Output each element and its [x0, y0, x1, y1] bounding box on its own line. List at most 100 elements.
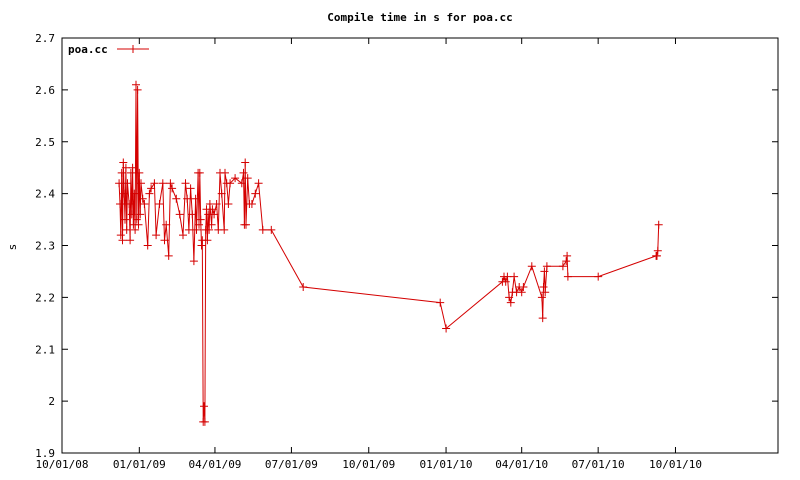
data-point: [538, 314, 547, 323]
y-tick-label: 2.1: [35, 343, 55, 356]
data-point: [164, 251, 173, 260]
data-point: [197, 241, 206, 250]
data-point: [119, 158, 128, 167]
y-tick-label: 2.7: [35, 32, 55, 45]
data-point: [594, 272, 603, 281]
data-point: [299, 283, 308, 291]
data-point: [184, 225, 193, 234]
data-point: [116, 200, 124, 208]
data-point: [175, 210, 184, 219]
data-point: [200, 402, 208, 411]
data-point: [247, 200, 256, 208]
legend-entry-poa: poa.cc: [68, 43, 108, 56]
data-point: [205, 225, 214, 234]
data-point: [205, 200, 214, 208]
data-point: [562, 257, 571, 266]
data-point: [120, 189, 129, 198]
data-point: [436, 298, 445, 307]
data-point: [200, 417, 209, 426]
data-point: [117, 168, 126, 177]
data-point: [152, 231, 161, 240]
data-point: [653, 251, 661, 260]
y-tick-label: 2.2: [35, 291, 55, 304]
data-point: [505, 293, 514, 302]
data-point: [226, 179, 235, 188]
x-tick-label: 04/01/10: [495, 458, 548, 471]
data-point: [121, 215, 129, 224]
data-point: [539, 283, 548, 291]
data-point: [527, 262, 536, 271]
data-point: [210, 210, 219, 219]
data-point: [126, 236, 135, 245]
data-point: [653, 246, 662, 255]
data-point: [189, 257, 198, 266]
data-point: [135, 168, 144, 177]
data-point: [196, 215, 205, 224]
y-tick-label: 2.4: [35, 188, 55, 201]
data-point: [251, 189, 260, 198]
data-point: [237, 179, 246, 188]
x-tick-label: 01/01/10: [420, 458, 473, 471]
data-point: [192, 225, 201, 234]
data-point: [168, 184, 177, 193]
data-point: [212, 200, 221, 208]
data-point: [131, 225, 140, 234]
data-point: [134, 220, 143, 229]
x-tick-label: 10/01/08: [36, 458, 89, 471]
data-point: [172, 194, 181, 203]
x-tick-label: 04/01/09: [188, 458, 241, 471]
y-tick-label: 2.5: [35, 136, 55, 149]
data-point: [128, 163, 137, 172]
data-point: [138, 194, 147, 203]
data-point: [195, 220, 203, 229]
x-tick-label: 07/01/10: [572, 458, 625, 471]
data-point: [442, 324, 451, 333]
data-point: [540, 267, 549, 276]
y-axis-label: s: [6, 244, 19, 251]
data-point: [137, 179, 145, 188]
chart-title: Compile time in s for poa.cc: [327, 11, 512, 24]
y-tick-label: 1.9: [35, 447, 55, 460]
data-point: [127, 210, 136, 219]
data-point: [143, 241, 152, 250]
data-point: [147, 184, 156, 193]
data-point: [191, 194, 200, 203]
data-point: [537, 293, 546, 302]
data-point: [150, 179, 159, 188]
data-point: [160, 236, 169, 245]
data-point: [224, 200, 233, 208]
data-point: [179, 231, 187, 240]
x-axis: 10/01/08 01/01/09 04/01/09 07/01/09 10/01/09…: [36, 38, 702, 471]
data-point: [195, 168, 204, 177]
data-point: [221, 168, 229, 177]
data-point: [203, 236, 212, 245]
data-point: [115, 179, 124, 188]
data-point: [123, 179, 132, 188]
data-point: [126, 168, 135, 177]
data-point: [563, 272, 572, 281]
legend: poa.cc: [68, 43, 149, 56]
data-point: [267, 225, 276, 234]
data-point: [130, 189, 139, 198]
data-point: [558, 262, 567, 271]
data-point: [116, 231, 125, 240]
data-point: [517, 288, 526, 297]
data-point: [122, 225, 131, 234]
data-point: [239, 168, 248, 177]
data-point: [132, 215, 141, 224]
data-point: [132, 80, 140, 89]
data-point: [186, 184, 195, 193]
y-tick-label: 2: [48, 395, 55, 408]
data-point: [166, 179, 175, 188]
y-tick-label: 2.6: [35, 84, 55, 97]
data-point: [510, 272, 519, 281]
data-point: [542, 262, 551, 271]
data-point: [208, 205, 217, 214]
data-point: [188, 210, 197, 219]
data-point: [162, 220, 171, 229]
data-point: [158, 179, 167, 188]
series-layer: [115, 80, 663, 426]
data-point: [217, 189, 226, 198]
data-point: [258, 225, 267, 234]
